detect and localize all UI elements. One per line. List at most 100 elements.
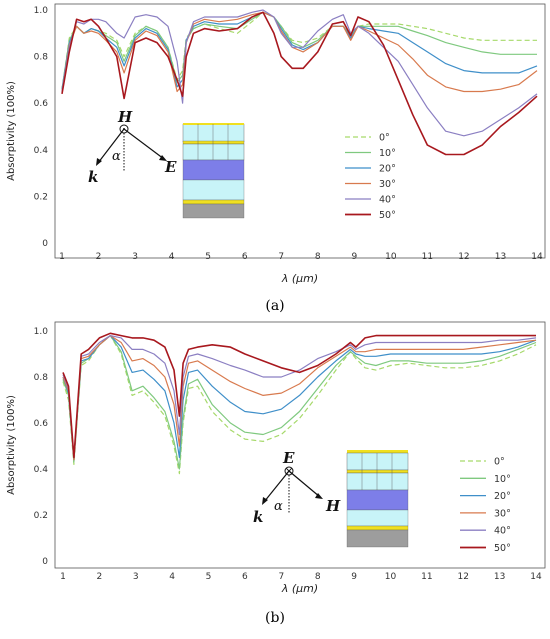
series-group-a [61, 9, 538, 156]
x-tick-label: 10 [385, 572, 397, 582]
y-tick-label: 1.0 [34, 6, 49, 16]
series-line-4 [61, 9, 538, 137]
x-tick-label: 8 [315, 252, 321, 262]
x-tick-label: 3 [133, 572, 139, 582]
y-tick-label: 0.8 [34, 53, 49, 63]
e-vector-arrow [123, 128, 165, 160]
x-tick-label: 14 [531, 252, 543, 262]
y-tick-label: 0.4 [34, 465, 49, 475]
plot-frame-a [54, 3, 546, 259]
series-line-2 [62, 335, 537, 461]
x-tick-label: 9 [351, 252, 357, 262]
y-tick-label: 0.2 [34, 511, 48, 521]
series-line-1 [61, 11, 537, 90]
x-tick-label: 14 [530, 572, 542, 582]
y-axis-label-b: Absorptivity (100%) [6, 395, 17, 495]
cyan-layer-top [182, 123, 245, 143]
series-line-3 [61, 11, 538, 93]
cyan-layer-3 [346, 509, 409, 527]
blue-layer [346, 489, 409, 511]
layer-schematic-b [346, 450, 409, 548]
x-tick-label: 1 [59, 252, 65, 262]
x-tick-label: 11 [421, 572, 432, 582]
yellow-layer-1 [182, 140, 245, 145]
legend-label-0: 0° [379, 133, 390, 144]
x-axis-label-a: λ (μm) [281, 272, 318, 285]
yellow-layer-3 [182, 199, 245, 205]
y-tick-label: 0.2 [34, 192, 48, 202]
legend-label-3: 30° [494, 508, 511, 519]
k-arrowhead [96, 158, 102, 166]
x-tick-label: 13 [495, 252, 506, 262]
e-arrowhead [159, 155, 167, 161]
substrate-layer [346, 529, 409, 548]
x-tick-label: 11 [422, 252, 433, 262]
y-tick-label: 1.0 [34, 327, 49, 337]
y-tick-label: 0 [42, 239, 48, 249]
x-tick-label: 12 [458, 252, 469, 262]
cyan-layer-2 [182, 143, 245, 161]
legend-label-4: 40° [494, 526, 511, 537]
cyan-layer-top [346, 452, 409, 471]
h-vector-arrow [288, 470, 321, 498]
blue-layer [182, 159, 245, 181]
series-line-0 [62, 335, 537, 475]
legend-a: 0° 10° 20° 30° 40° 50° [345, 133, 396, 221]
x-tick-label: 4 [169, 252, 175, 262]
label-h: H [117, 108, 133, 126]
label-alpha: α [274, 499, 283, 514]
series-line-0 [61, 11, 537, 90]
x-tick-label: 8 [315, 572, 321, 582]
series-line-4 [62, 335, 537, 459]
x-tick-label: 3 [132, 252, 138, 262]
panel-label-a: (a) [265, 298, 284, 314]
yellow-layer-1 [346, 469, 409, 474]
legend-label-4: 40° [379, 195, 396, 206]
label-e: E [282, 449, 295, 467]
x-tick-label: 7 [278, 252, 284, 262]
x-tick-label: 6 [242, 252, 248, 262]
substrate-layer [182, 203, 245, 219]
x-tick-label: 6 [242, 572, 248, 582]
y-tick-label: 0.6 [34, 99, 49, 109]
legend-label-0: 0° [494, 457, 505, 468]
label-k: k [253, 508, 263, 526]
polarization-diagram-b: E k H α [253, 449, 341, 526]
k-vector-arrow [97, 128, 125, 164]
x-tick-label: 12 [458, 572, 469, 582]
x-tick-label: 9 [351, 572, 357, 582]
plot-frame-b [54, 321, 546, 569]
yellow-layer-3 [346, 525, 409, 531]
x-tick-label: 10 [385, 252, 397, 262]
label-k: k [88, 168, 98, 186]
y-tick-label: 0.4 [34, 146, 49, 156]
label-e: E [164, 158, 177, 176]
y-tick-label: 0 [42, 557, 48, 567]
label-alpha: α [112, 149, 121, 164]
series-line-5 [62, 332, 536, 459]
series-line-3 [62, 335, 537, 461]
yellow-layer-top [183, 123, 244, 125]
cyan-layer-3 [182, 179, 245, 201]
legend-label-3: 30° [379, 179, 396, 190]
legend-b: 0° 10° 20° 30° 40° 50° [460, 457, 511, 554]
legend-label-2: 20° [379, 164, 396, 175]
series-line-5 [61, 11, 538, 156]
k-vector-arrow [263, 470, 290, 503]
legend-label-5: 50° [379, 210, 396, 221]
x-tick-label: 2 [96, 252, 102, 262]
legend-label-1: 10° [494, 474, 511, 485]
k-arrowhead [262, 497, 268, 505]
yellow-layer-top [347, 450, 408, 453]
legend-label-1: 10° [379, 148, 396, 159]
y-tick-label: 0.6 [34, 419, 49, 429]
polarization-diagram-a: H k E α [88, 108, 177, 186]
legend-label-5: 50° [494, 543, 511, 554]
x-tick-label: 5 [206, 572, 212, 582]
legend-label-2: 20° [494, 491, 511, 502]
